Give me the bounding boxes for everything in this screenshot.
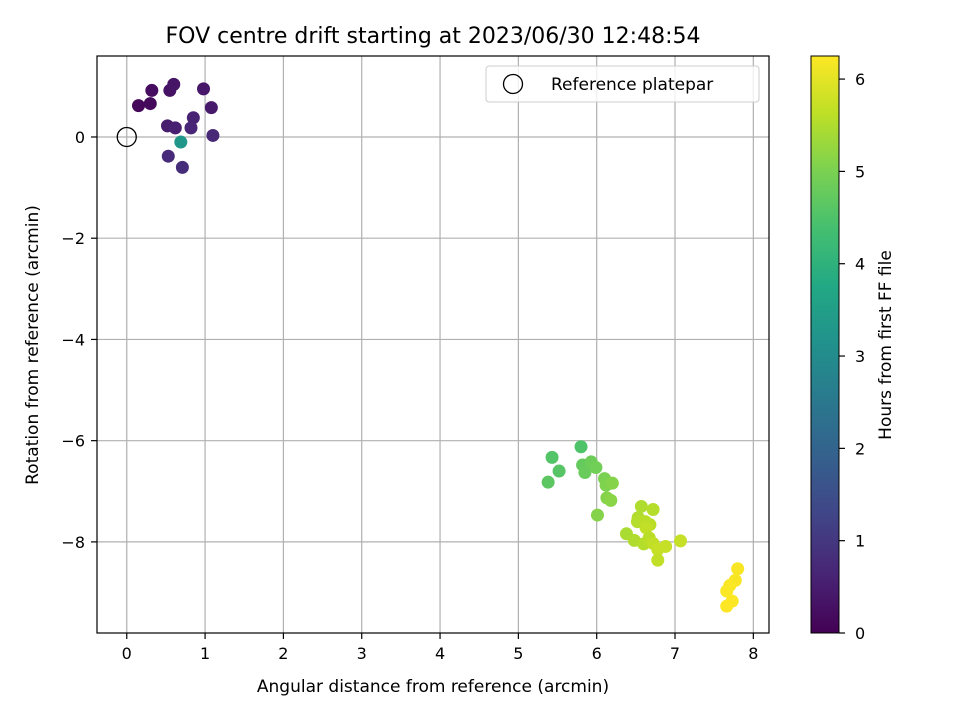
colorbar-tick-label: 0 bbox=[855, 624, 865, 643]
data-point bbox=[145, 83, 159, 97]
data-point bbox=[604, 493, 618, 507]
y-tick-label: −4 bbox=[61, 330, 85, 349]
data-points bbox=[132, 77, 745, 613]
legend: Reference platepar bbox=[485, 65, 760, 103]
legend-entry-reference-platepar: Reference platepar bbox=[551, 75, 713, 95]
colorbar-gradient bbox=[810, 55, 840, 634]
data-point bbox=[184, 121, 198, 135]
data-point bbox=[545, 450, 559, 464]
y-axis-ticks: 0 −2 −4 −6 −8 bbox=[61, 128, 97, 552]
data-point bbox=[541, 475, 555, 489]
data-point bbox=[197, 82, 211, 96]
data-point bbox=[639, 521, 653, 535]
data-point bbox=[143, 97, 157, 111]
data-point bbox=[204, 101, 218, 115]
colorbar-tick-label: 2 bbox=[855, 439, 865, 458]
colorbar-tick-label: 4 bbox=[855, 255, 865, 274]
legend-box bbox=[485, 65, 760, 103]
x-tick-label: 4 bbox=[435, 644, 445, 663]
colorbar-tick-label: 6 bbox=[855, 70, 865, 89]
data-point bbox=[175, 160, 189, 174]
data-point bbox=[659, 539, 673, 553]
reference-point bbox=[116, 126, 137, 148]
x-axis-ticks: 0 1 2 3 4 5 6 7 8 bbox=[122, 633, 758, 663]
x-tick-label: 6 bbox=[592, 644, 602, 663]
x-tick-label: 2 bbox=[278, 644, 288, 663]
x-tick-label: 7 bbox=[670, 644, 680, 663]
y-tick-label: −8 bbox=[61, 533, 85, 552]
chart-title: FOV centre drift starting at 2023/06/30 … bbox=[166, 24, 701, 49]
data-point bbox=[720, 584, 734, 598]
data-point bbox=[574, 440, 588, 454]
data-point bbox=[186, 111, 200, 125]
y-tick-label: −6 bbox=[61, 432, 85, 451]
data-point bbox=[206, 128, 220, 142]
data-point bbox=[605, 476, 619, 490]
x-axis-label: Angular distance from reference (arcmin) bbox=[257, 677, 609, 697]
data-point bbox=[578, 466, 592, 480]
plot-frame bbox=[96, 55, 770, 634]
data-point bbox=[673, 534, 687, 548]
data-point bbox=[161, 149, 175, 163]
data-point bbox=[167, 77, 181, 91]
data-point bbox=[590, 508, 604, 522]
x-tick-label: 1 bbox=[200, 644, 210, 663]
data-point bbox=[174, 135, 188, 149]
data-point bbox=[651, 553, 665, 567]
x-tick-label: 8 bbox=[748, 644, 758, 663]
colorbar: 0 1 2 3 4 5 6 Hours from first FF file bbox=[810, 55, 896, 643]
data-point bbox=[168, 121, 182, 135]
colorbar-tick-label: 3 bbox=[855, 347, 865, 366]
colorbar-tick-label: 1 bbox=[855, 532, 865, 551]
y-tick-label: −2 bbox=[61, 229, 85, 248]
data-point bbox=[589, 460, 603, 474]
data-point bbox=[720, 599, 734, 613]
x-tick-label: 0 bbox=[122, 644, 132, 663]
x-tick-label: 3 bbox=[357, 644, 367, 663]
legend-reference-marker bbox=[502, 73, 524, 95]
y-axis-label: Rotation from reference (arcmin) bbox=[23, 205, 43, 485]
reference-point-marker bbox=[116, 126, 137, 148]
data-point bbox=[552, 464, 566, 478]
colorbar-label: Hours from first FF file bbox=[876, 250, 896, 440]
data-point bbox=[634, 499, 648, 513]
data-point bbox=[731, 562, 745, 576]
data-point bbox=[132, 99, 146, 113]
colorbar-tick-label: 5 bbox=[855, 162, 865, 181]
data-point bbox=[646, 503, 660, 517]
colorbar-ticks: 0 1 2 3 4 5 6 bbox=[839, 70, 865, 643]
x-tick-label: 5 bbox=[513, 644, 523, 663]
y-tick-label: 0 bbox=[75, 128, 85, 147]
